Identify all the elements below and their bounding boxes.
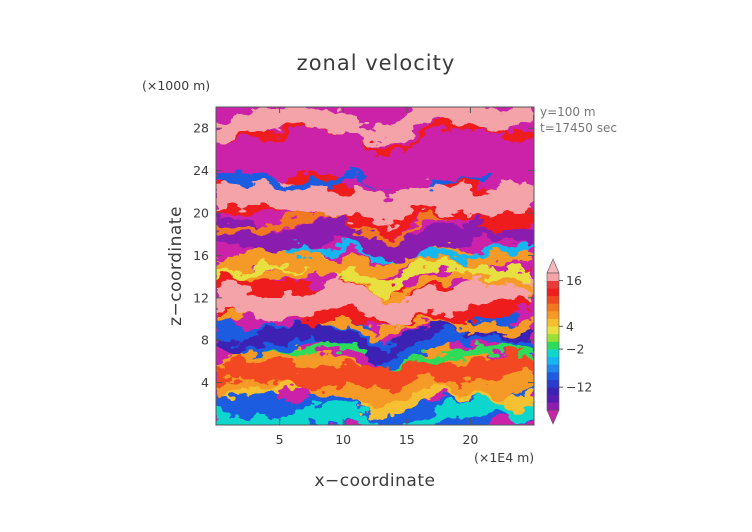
colorbar-swatch	[547, 295, 559, 304]
colorbar-swatch	[547, 349, 559, 358]
y-tick-label: 20	[193, 206, 209, 221]
colorbar-arrow-high	[546, 258, 560, 274]
y-tick-label: 28	[193, 121, 209, 136]
colorbar-swatch	[547, 387, 559, 396]
colorbar-frame	[546, 272, 560, 411]
y-axis-label: z−coordinate	[166, 206, 186, 326]
y-tick-label: 4	[201, 375, 209, 390]
colorbar-tick-label: 16	[566, 273, 582, 288]
x-tick-label: 20	[462, 432, 478, 447]
colorbar-swatch	[547, 288, 559, 297]
contour-band	[216, 343, 534, 391]
contour-band	[216, 238, 534, 282]
contour-band	[216, 228, 534, 263]
colorbar-swatch	[547, 341, 559, 350]
x-tick-label: 5	[276, 432, 284, 447]
colorbar-swatch	[547, 394, 559, 403]
colorbar-swatch	[547, 402, 559, 411]
colorbar-swatch	[547, 318, 559, 327]
y-unit-label: (×1000 m)	[142, 78, 210, 93]
colorbar-swatch	[547, 326, 559, 335]
contour-band	[216, 107, 534, 146]
colorbar-swatch	[547, 280, 559, 289]
y-tick-label: 12	[193, 290, 209, 305]
x-tick-label: 10	[335, 432, 351, 447]
contour-band	[216, 393, 534, 425]
colorbar-swatch	[547, 379, 559, 388]
colorbar-tick-label: −2	[566, 342, 584, 357]
colorbar-arrow-low	[546, 409, 560, 425]
y-tick-label: 8	[201, 333, 209, 348]
x-tick-label: 15	[399, 432, 415, 447]
y-tick-label: 24	[193, 163, 209, 178]
colorbar-swatch	[547, 371, 559, 380]
chart-title: zonal velocity	[297, 51, 456, 75]
colorbar-swatch	[547, 273, 559, 281]
contour-band	[216, 116, 534, 194]
annotation-y: y=100 m	[540, 105, 596, 119]
plot-area: 5 10 15 20 4 8 12 16 20 24 28	[193, 106, 535, 447]
colorbar-tick-label: 4	[566, 319, 574, 334]
colorbar-swatch	[547, 356, 559, 365]
colorbar-swatch	[547, 364, 559, 373]
contour-band	[216, 269, 534, 328]
plot-frame	[215, 106, 535, 426]
colorbar-swatch	[547, 333, 559, 342]
x-axis-label: x−coordinate	[315, 471, 436, 491]
colorbar: 16 4 −2 −12	[546, 258, 592, 425]
y-tick-label: 16	[193, 248, 209, 263]
colorbar-swatch	[547, 311, 559, 319]
contour-band	[216, 159, 534, 195]
colorbar-tick-label: −12	[566, 380, 592, 395]
x-unit-label: (×1E4 m)	[474, 450, 534, 465]
annotation-t: t=17450 sec	[540, 121, 617, 135]
colorbar-swatch	[547, 303, 559, 312]
contour-band	[216, 117, 534, 156]
